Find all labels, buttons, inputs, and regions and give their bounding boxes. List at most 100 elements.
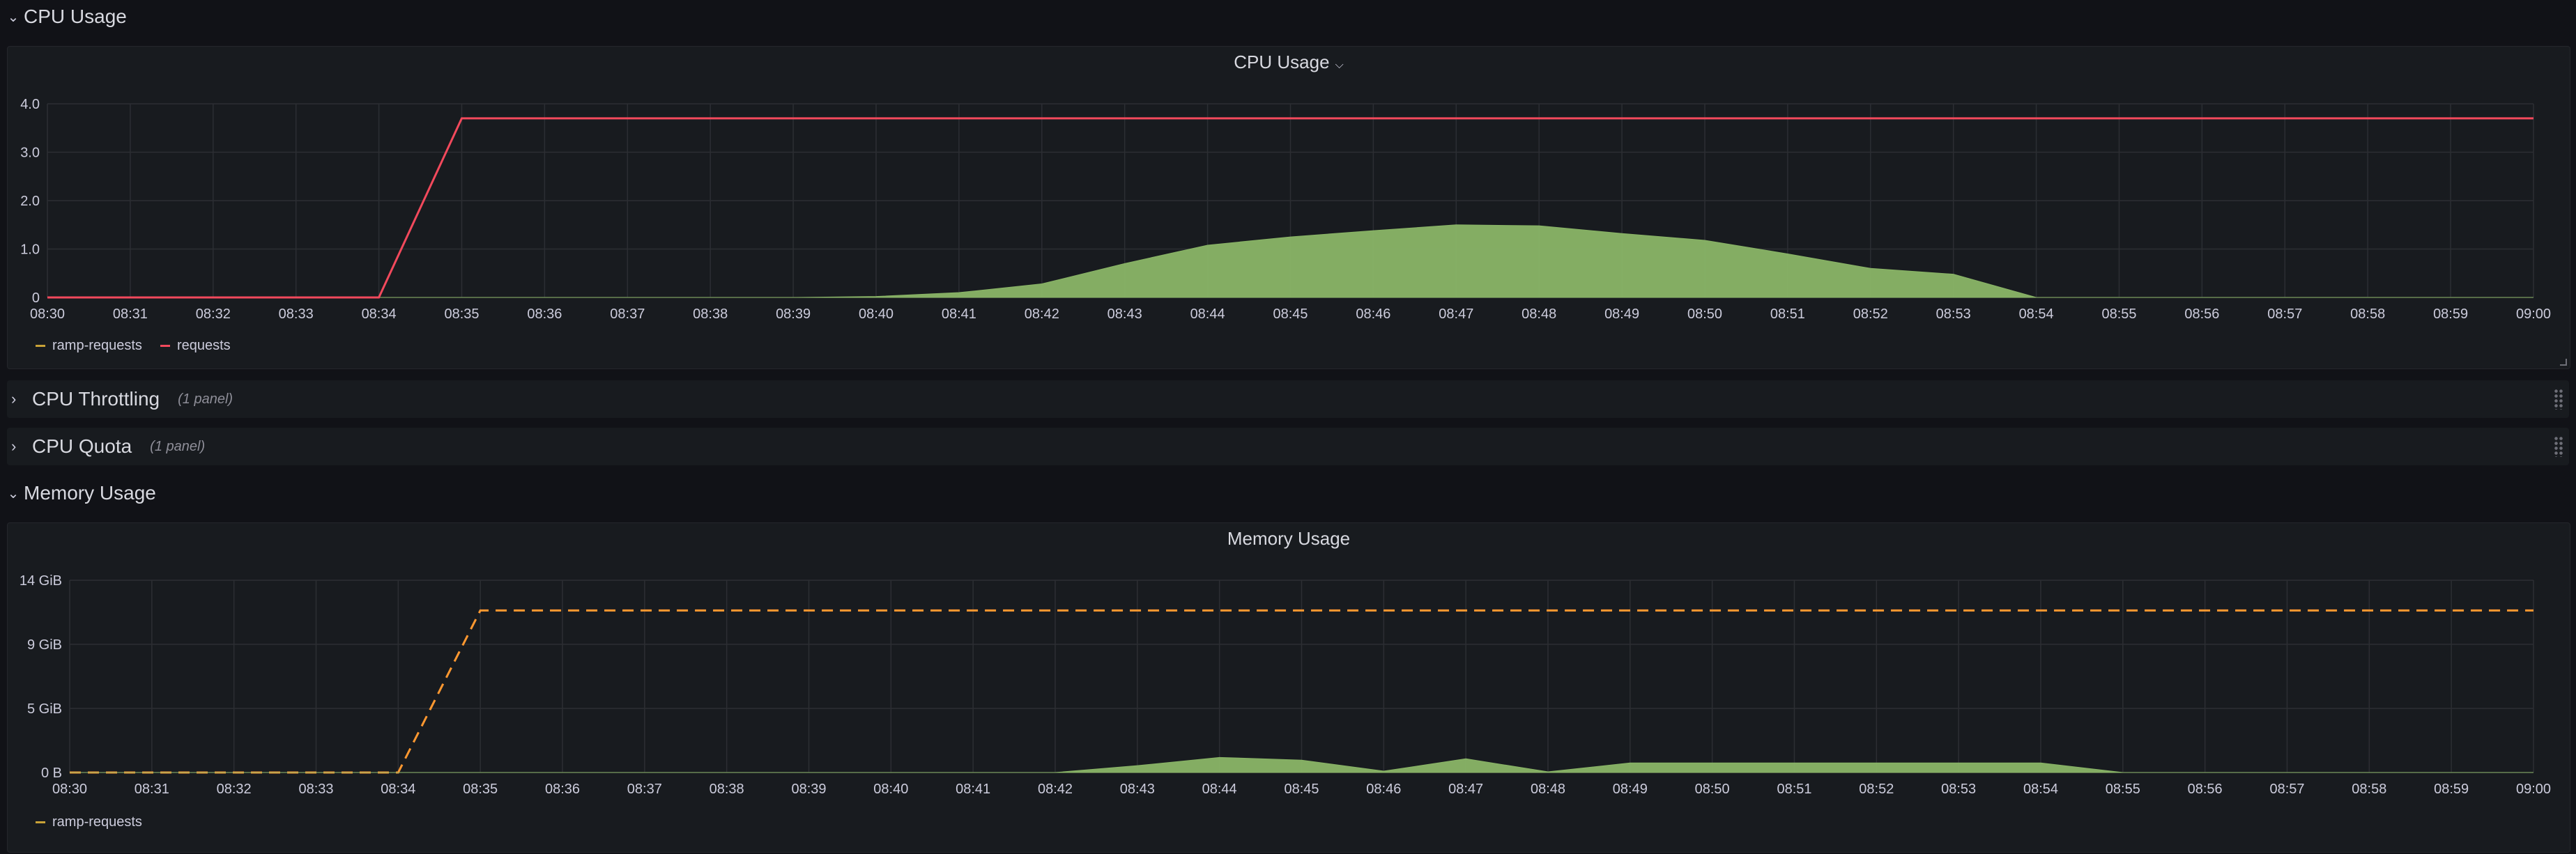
- cpu-usage-panel: CPU Usage ⌵ 0 1.0 2.0 3.0 4.0 08:30 08:31 08:32 0…: [7, 46, 2570, 369]
- x-tick-label: 09:00: [2516, 306, 2551, 322]
- x-tick-label: 08:52: [1859, 782, 1894, 797]
- y-tick-label: 1.0: [20, 242, 40, 258]
- panel-header[interactable]: Memory Usage: [8, 523, 2570, 554]
- y-tick-label: 5 GiB: [27, 701, 62, 717]
- x-tick-label: 08:44: [1190, 306, 1225, 322]
- x-tick-label: 08:57: [2269, 782, 2304, 797]
- drag-handle-icon[interactable]: [2554, 436, 2563, 457]
- chart-legend: ramp-requests requests: [36, 338, 231, 354]
- row-title: Memory Usage: [24, 482, 156, 504]
- row-panel-count: (1 panel): [150, 438, 206, 454]
- x-tick-label: 08:41: [942, 306, 976, 322]
- x-tick-label: 08:48: [1531, 782, 1565, 797]
- resize-handle-icon[interactable]: [2560, 359, 2567, 366]
- memory-usage-chart[interactable]: 0 B 5 GiB 9 GiB 14 GiB 08:30 08:31 08:32 08:33 0…: [8, 523, 2570, 852]
- chevron-down-icon[interactable]: ⌵: [1335, 59, 1344, 71]
- x-tick-label: 08:43: [1107, 306, 1142, 322]
- row-title: CPU Quota: [32, 435, 132, 457]
- chart-legend: ramp-requests: [36, 814, 142, 830]
- x-tick-label: 08:55: [2101, 306, 2136, 322]
- x-tick-label: 08:47: [1439, 306, 1473, 322]
- row-memory-usage[interactable]: ⌄ Memory Usage: [0, 476, 156, 510]
- row-title: CPU Usage: [24, 6, 127, 27]
- legend-item[interactable]: requests: [160, 338, 231, 354]
- x-tick-label: 08:54: [2019, 306, 2054, 322]
- x-tick-label: 08:58: [2350, 306, 2385, 322]
- x-tick-label: 08:34: [381, 782, 415, 797]
- memory-usage-panel: Memory Usage 0 B 5 GiB 9 GiB 14 GiB 08:30 08:…: [7, 522, 2570, 853]
- x-tick-label: 08:35: [444, 306, 479, 322]
- x-tick-label: 08:53: [1936, 306, 1971, 322]
- x-tick-label: 08:45: [1273, 306, 1308, 322]
- x-tick-label: 08:36: [527, 306, 562, 322]
- x-tick-label: 08:49: [1604, 306, 1639, 322]
- x-tick-label: 08:55: [2106, 782, 2140, 797]
- panel-title: CPU Usage: [1234, 52, 1330, 72]
- x-tick-label: 08:44: [1202, 782, 1237, 797]
- row-cpu-quota[interactable]: › CPU Quota (1 panel): [7, 428, 2569, 465]
- legend-item[interactable]: ramp-requests: [36, 338, 142, 354]
- cpu-usage-chart[interactable]: 0 1.0 2.0 3.0 4.0 08:30 08:31 08:32 08:33 08:34 08…: [8, 47, 2570, 368]
- y-tick-label: 4.0: [20, 97, 40, 112]
- x-tick-label: 08:32: [217, 782, 252, 797]
- x-tick-label: 08:33: [298, 782, 333, 797]
- x-tick-label: 08:41: [956, 782, 990, 797]
- x-tick-label: 08:31: [135, 782, 169, 797]
- chevron-down-icon: ⌄: [7, 9, 20, 25]
- x-tick-label: 08:42: [1025, 306, 1059, 322]
- series-line: [70, 609, 2533, 774]
- x-tick-label: 08:45: [1284, 782, 1319, 797]
- chevron-right-icon: ›: [11, 437, 17, 455]
- x-tick-label: 08:46: [1366, 782, 1401, 797]
- x-tick-label: 08:38: [710, 782, 744, 797]
- x-tick-label: 08:31: [113, 306, 148, 322]
- x-tick-label: 08:35: [463, 782, 498, 797]
- x-tick-label: 08:42: [1038, 782, 1073, 797]
- x-tick-label: 08:58: [2352, 782, 2386, 797]
- legend-label: requests: [176, 338, 231, 353]
- x-tick-label: 08:40: [873, 782, 908, 797]
- row-panel-count: (1 panel): [178, 391, 233, 407]
- y-tick-label: 9 GiB: [27, 637, 62, 653]
- x-tick-label: 08:53: [1941, 782, 1976, 797]
- legend-swatch: [36, 821, 45, 823]
- drag-handle-icon[interactable]: [2554, 389, 2563, 410]
- x-tick-label: 08:54: [2023, 782, 2058, 797]
- chevron-right-icon: ›: [11, 390, 17, 407]
- x-tick-label: 08:56: [2184, 306, 2219, 322]
- x-tick-label: 08:37: [627, 782, 662, 797]
- x-tick-label: 08:39: [791, 782, 826, 797]
- x-tick-label: 08:48: [1521, 306, 1556, 322]
- series-area: [70, 756, 2533, 773]
- x-tick-label: 08:56: [2188, 782, 2223, 797]
- x-tick-label: 08:39: [776, 306, 811, 322]
- x-tick-label: 08:38: [693, 306, 728, 322]
- x-tick-label: 08:33: [279, 306, 314, 322]
- x-tick-label: 08:43: [1120, 782, 1155, 797]
- y-tick-label: 3.0: [20, 146, 40, 161]
- x-tick-label: 09:00: [2516, 782, 2551, 797]
- x-tick-label: 08:30: [52, 782, 87, 797]
- row-cpu-throttling[interactable]: › CPU Throttling (1 panel): [7, 380, 2569, 418]
- x-tick-label: 08:47: [1448, 782, 1483, 797]
- legend-swatch: [160, 345, 170, 347]
- x-tick-label: 08:52: [1853, 306, 1888, 322]
- row-title: CPU Throttling: [32, 388, 160, 410]
- x-tick-label: 08:51: [1770, 306, 1805, 322]
- x-tick-label: 08:59: [2434, 782, 2469, 797]
- x-tick-label: 08:30: [30, 306, 65, 322]
- x-tick-label: 08:36: [545, 782, 580, 797]
- y-tick-label: 2.0: [20, 194, 40, 209]
- x-tick-label: 08:34: [362, 306, 397, 322]
- y-tick-label: 0 B: [41, 766, 62, 781]
- x-tick-label: 08:49: [1613, 782, 1648, 797]
- x-tick-label: 08:59: [2433, 306, 2468, 322]
- series-area: [47, 224, 2533, 298]
- y-tick-label: 14 GiB: [20, 573, 62, 589]
- legend-label: ramp-requests: [52, 338, 142, 353]
- x-tick-label: 08:46: [1356, 306, 1390, 322]
- x-tick-label: 08:50: [1687, 306, 1722, 322]
- row-cpu-usage[interactable]: ⌄ CPU Usage: [0, 0, 127, 33]
- legend-item[interactable]: ramp-requests: [36, 814, 142, 830]
- panel-header[interactable]: CPU Usage ⌵: [8, 47, 2570, 77]
